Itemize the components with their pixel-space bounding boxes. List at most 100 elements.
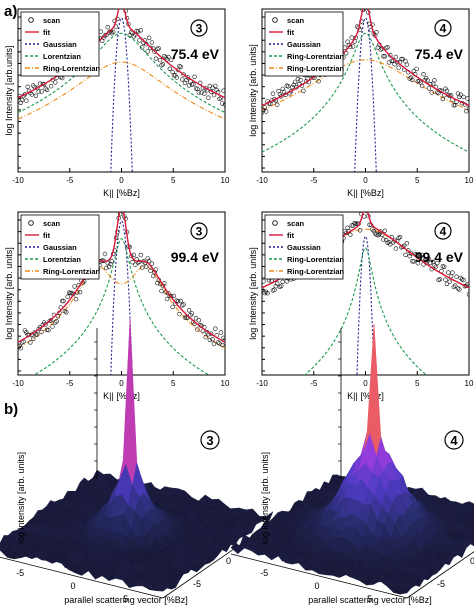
scan-point	[34, 94, 38, 98]
scan-point	[451, 271, 455, 275]
scan-point	[397, 66, 401, 70]
legend-entry: scan	[287, 219, 305, 228]
x-axis-label: parallel scattering vector [%Bz]	[64, 595, 188, 605]
legend-entry: Ring-Lorentzian	[43, 64, 100, 73]
scan-point	[464, 109, 468, 113]
legend-entry: Gaussian	[287, 243, 321, 252]
scan-point	[281, 280, 285, 284]
scan-point	[146, 50, 150, 54]
surface-plot-b-right: -505-505log intensity [arb. units]parall…	[231, 324, 474, 605]
legend-entry: Ring-Lorentzian	[43, 267, 100, 276]
scan-point	[448, 280, 452, 284]
y-tick-label: -5	[193, 579, 201, 589]
scan-point	[350, 36, 354, 40]
legend: scan fit Gaussian Ring-Lorentzian Ring-Loren…	[265, 215, 344, 279]
scan-point	[213, 327, 217, 331]
legend-entry: fit	[287, 231, 295, 240]
scan-point	[348, 233, 352, 237]
scan-point	[158, 58, 162, 62]
legend-entry: Ring-Lorentzian	[287, 255, 344, 264]
scan-point	[207, 96, 211, 100]
sample-badge-number: 3	[196, 225, 203, 239]
x-tick-label: -10	[256, 176, 268, 185]
x-tick-label: -5	[16, 568, 24, 578]
x-tick-label: 10	[221, 379, 230, 388]
y-axis-label: log Intensity [arb. units]	[4, 247, 14, 340]
scan-point	[197, 318, 201, 322]
x-tick-label: -10	[256, 379, 268, 388]
legend: scanfitGaussianRing-LorentzianRing-Loren…	[265, 12, 344, 76]
scan-point	[219, 331, 223, 335]
x-tick-label: -5	[260, 568, 268, 578]
scan-point	[422, 72, 426, 76]
scan-point	[193, 75, 197, 79]
scan-point	[51, 325, 55, 329]
panel-label-a: a)	[4, 3, 17, 20]
z-axis-label: log intensity [arb. units]	[260, 452, 270, 544]
scan-point	[150, 41, 154, 45]
surface-facet	[126, 319, 137, 485]
scan-point	[178, 312, 182, 316]
scan-point	[351, 45, 355, 49]
x-axis-label: K|| [%Bz]	[103, 188, 140, 198]
legend-entry: Lorentzian	[43, 52, 81, 61]
scan-point	[103, 252, 107, 256]
scan-point	[415, 67, 419, 71]
scan-point	[286, 84, 290, 88]
scan-point	[275, 103, 279, 107]
x-axis-label: K|| [%Bz]	[347, 188, 384, 198]
scan-point	[154, 57, 158, 61]
x-tick-label: 5	[171, 176, 176, 185]
legend-entry: fit	[287, 28, 295, 37]
scan-point	[147, 36, 151, 40]
legend-entry: Ring-Lorentzian	[287, 267, 344, 276]
y-tick-label: 0	[226, 556, 231, 566]
scan-point	[180, 78, 184, 82]
scan-point	[364, 3, 368, 7]
energy-label: 99.4 eV	[415, 249, 464, 265]
scan-point	[138, 39, 142, 43]
scan-point	[187, 308, 191, 312]
scan-point	[117, 3, 121, 7]
legend-entry: Ring-Lorentzian	[287, 64, 344, 73]
scan-point	[271, 92, 275, 96]
legend-entry: Gaussian	[43, 40, 77, 49]
scan-point	[172, 294, 176, 298]
x-tick-label: 0	[363, 379, 368, 388]
scan-point	[73, 285, 77, 289]
legend-entry: scan	[43, 219, 61, 228]
scan-point	[438, 277, 442, 281]
scan-point	[160, 289, 164, 293]
scan-point	[343, 46, 347, 50]
scan-point	[365, 3, 369, 7]
scan-point	[394, 247, 398, 251]
x-axis-label: K|| [%Bz]	[103, 391, 140, 401]
scan-point	[405, 241, 409, 245]
sample-badge-number: 4	[440, 22, 447, 36]
sample-badge-number: 4	[440, 225, 447, 239]
scan-point	[40, 330, 44, 334]
x-tick-label: -10	[12, 379, 24, 388]
x-tick-label: 5	[415, 379, 420, 388]
scan-point	[212, 342, 216, 346]
scan-point	[420, 84, 424, 88]
scan-point	[211, 337, 215, 341]
scan-point	[427, 87, 431, 91]
legend-entry: scan	[43, 16, 61, 25]
scan-point	[364, 207, 368, 211]
legend-entry: fit	[43, 28, 51, 37]
scan-point	[393, 62, 397, 66]
scan-point	[120, 202, 124, 206]
scan-point	[179, 299, 183, 303]
scan-point	[66, 295, 70, 299]
y-tick-label: -5	[437, 579, 445, 589]
scan-point	[404, 253, 408, 257]
x-tick-label: 5	[415, 176, 420, 185]
sample-badge-number: 4	[450, 433, 458, 448]
scan-point	[139, 253, 143, 257]
x-tick-label: 0	[119, 379, 124, 388]
x-tick-label: -5	[310, 176, 318, 185]
